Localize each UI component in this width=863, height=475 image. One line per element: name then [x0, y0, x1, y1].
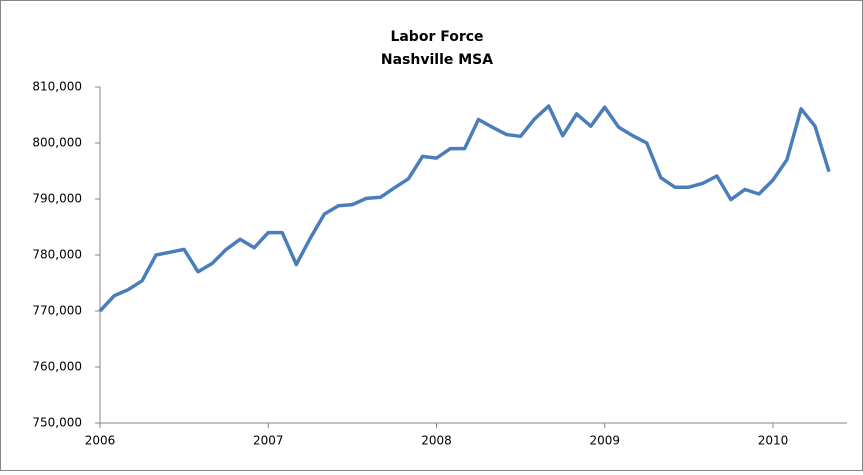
- y-tick-label: 750,000: [32, 416, 82, 430]
- y-tick-label: 760,000: [32, 360, 82, 374]
- x-tick-label: 2006: [85, 434, 116, 448]
- x-tick-label: 2009: [589, 434, 620, 448]
- y-tick-label: 800,000: [32, 136, 82, 150]
- y-tick-label: 810,000: [32, 80, 82, 94]
- x-tick-label: 2007: [253, 434, 284, 448]
- y-tick-label: 780,000: [32, 248, 82, 262]
- x-tick-label: 2010: [758, 434, 789, 448]
- data-line: [98, 104, 831, 313]
- chart-title: Labor Force: [390, 29, 483, 45]
- x-tick-label: 2008: [421, 434, 452, 448]
- y-tick-label: 770,000: [32, 304, 82, 318]
- chart-subtitle: Nashville MSA: [381, 52, 493, 68]
- y-tick-label: 790,000: [32, 192, 82, 206]
